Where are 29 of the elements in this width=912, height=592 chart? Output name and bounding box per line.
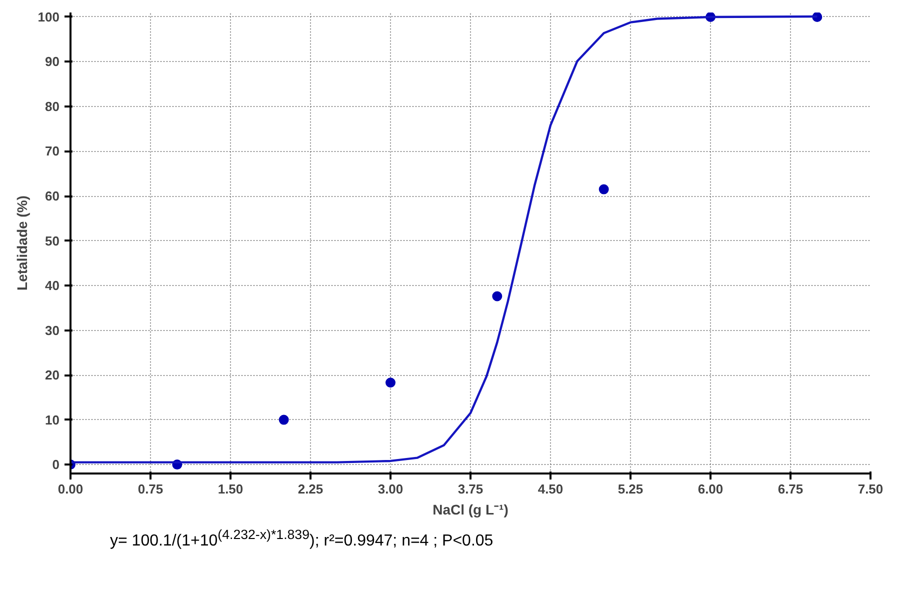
y-tick-label: 70 bbox=[45, 144, 60, 159]
x-tick-label: 6.75 bbox=[778, 482, 804, 496]
x-tick-label: 3.75 bbox=[458, 482, 484, 496]
y-tick-label: 100 bbox=[38, 9, 60, 24]
x-tick-label: 4.50 bbox=[538, 482, 564, 496]
x-tick-label: 2.25 bbox=[298, 482, 324, 496]
point bbox=[278, 414, 289, 425]
x-tick-label: 3.00 bbox=[378, 482, 404, 496]
x-tick-label: 5.25 bbox=[618, 482, 644, 496]
text: y= 100.1/(1+10$^{(4.232-x)*1.839}$); r²=0.9947; n=4 ; P<0.05 bbox=[110, 526, 494, 552]
x-axis-title: NaCl (g L⁻¹) bbox=[432, 502, 508, 518]
x-tick-label: 1.50 bbox=[218, 482, 244, 496]
y-tick-label: 30 bbox=[45, 322, 60, 338]
y-tick-label: 80 bbox=[45, 98, 60, 114]
x-tick-label: 0.00 bbox=[58, 482, 84, 496]
y-tick-label: 40 bbox=[45, 278, 60, 294]
x-tick-label: 6.00 bbox=[698, 482, 724, 496]
point bbox=[492, 291, 502, 302]
point bbox=[386, 378, 396, 388]
y-axis-title: Letalidade (%) bbox=[14, 196, 30, 290]
point bbox=[598, 184, 609, 194]
y-tick-label: 50 bbox=[45, 233, 60, 248]
x-tick-label: 7.50 bbox=[858, 482, 884, 496]
x-tick-label: 0.75 bbox=[138, 482, 164, 496]
y-tick-label: 10 bbox=[45, 412, 60, 428]
y-tick-label: 20 bbox=[45, 368, 60, 383]
y-tick-label: 90 bbox=[45, 54, 60, 70]
y-tick-label: 60 bbox=[45, 188, 60, 204]
y-tick-label: 0 bbox=[52, 457, 60, 472]
